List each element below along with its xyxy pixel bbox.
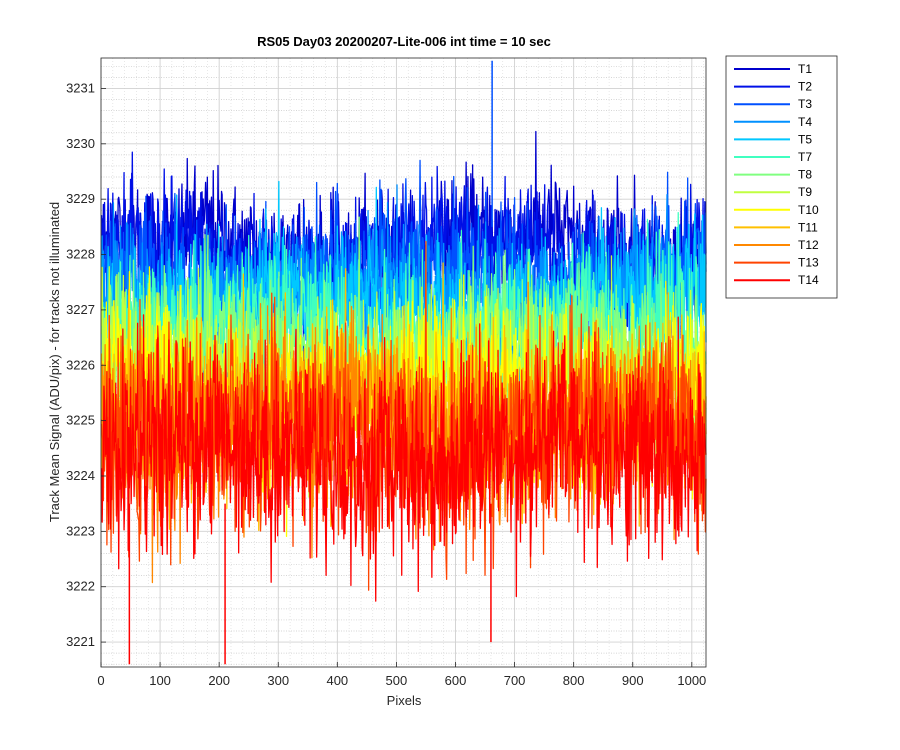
legend-label-t12: T12 (798, 238, 819, 252)
x-tick-label: 1000 (677, 673, 706, 688)
y-tick-label: 3225 (66, 413, 95, 428)
y-axis-ticks: 3221 3222 3223 3224 3225 3226 3227 3228 3229 3230… (66, 80, 106, 649)
legend-label-t14: T14 (798, 273, 819, 287)
x-tick-label: 600 (445, 673, 467, 688)
y-tick-label: 3222 (66, 579, 95, 594)
series-layer (100, 60, 707, 665)
legend-label-t9: T9 (798, 185, 812, 199)
legend-label-t8: T8 (798, 168, 812, 182)
y-tick-label: 3228 (66, 247, 95, 262)
legend: T1 T2 T3 T4 T5 T7 T8 T9 T10 T11 T12 T13 T14 (725, 55, 838, 299)
y-tick-label: 3230 (66, 136, 95, 151)
x-tick-label: 700 (504, 673, 526, 688)
y-tick-label: 3224 (66, 468, 95, 483)
x-tick-label: 900 (622, 673, 644, 688)
y-tick-label: 3231 (66, 80, 95, 95)
chart-title: RS05 Day03 20200207-Lite-006 int time = … (257, 34, 551, 49)
legend-label-t1: T1 (798, 62, 812, 76)
y-tick-label: 3226 (66, 357, 95, 372)
y-tick-label: 3229 (66, 191, 95, 206)
x-tick-label: 100 (149, 673, 171, 688)
legend-label-t5: T5 (798, 132, 812, 146)
y-axis-label: Track Mean Signal (ADU/pix) - for tracks… (47, 202, 62, 522)
series-line-t14 (100, 314, 707, 602)
x-tick-label: 400 (326, 673, 348, 688)
legend-label-t11: T11 (798, 220, 818, 234)
legend-label-t4: T4 (798, 115, 812, 129)
plot-frame (100, 57, 707, 668)
y-tick-label: 3221 (66, 634, 95, 649)
x-tick-label: 500 (386, 673, 408, 688)
legend-label-t10: T10 (798, 203, 819, 217)
x-tick-label: 800 (563, 673, 585, 688)
legend-box (725, 55, 838, 299)
y-tick-label: 3227 (66, 302, 95, 317)
legend-label-t7: T7 (798, 150, 812, 164)
legend-label-t3: T3 (798, 97, 812, 111)
legend-label-t13: T13 (798, 256, 819, 270)
x-tick-label: 0 (97, 673, 104, 688)
y-tick-label: 3223 (66, 523, 95, 538)
x-tick-label: 300 (267, 673, 289, 688)
x-tick-label: 200 (208, 673, 230, 688)
legend-label-t2: T2 (798, 80, 812, 94)
x-axis-ticks: 0 100 200 300 400 500 600 700 800 900 1000 (97, 662, 706, 688)
x-axis-label: Pixels (387, 693, 422, 708)
